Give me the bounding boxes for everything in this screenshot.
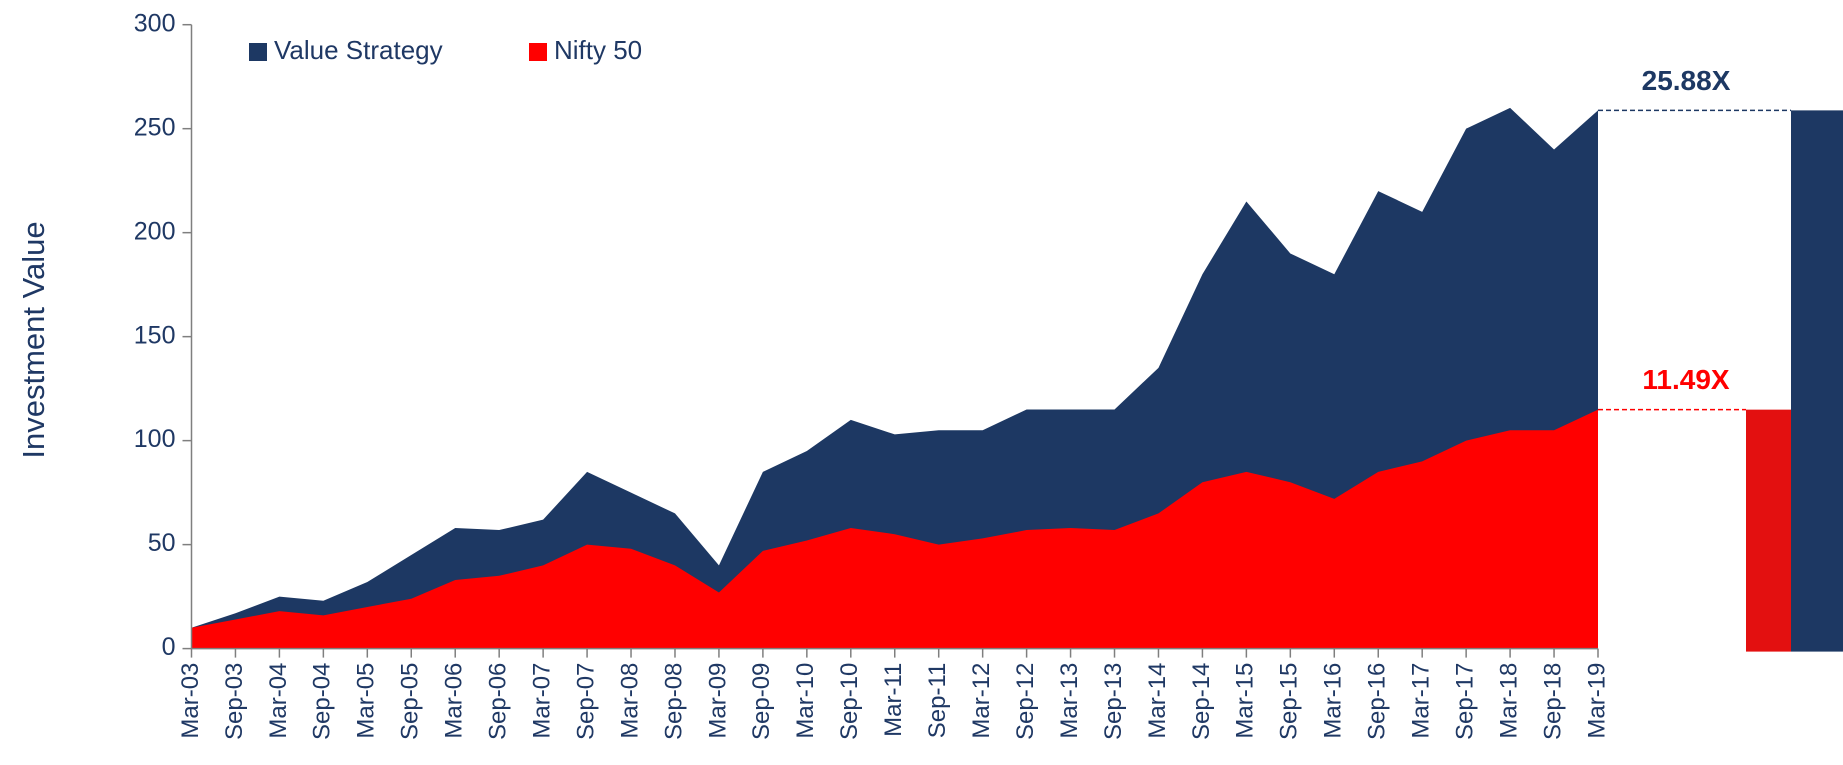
x-tick-label: Sep-03 <box>221 663 248 740</box>
x-tick-label: Mar-03 <box>177 663 204 739</box>
x-tick-label: Sep-15 <box>1276 663 1303 740</box>
legend-label: Value Strategy <box>274 35 443 65</box>
x-tick-label: Mar-08 <box>616 663 643 739</box>
x-tick-label: Mar-12 <box>968 663 995 739</box>
x-tick-label: Sep-13 <box>1100 663 1127 740</box>
annotation: 11.49X <box>1642 364 1730 395</box>
x-tick-label: Mar-13 <box>1056 663 1083 739</box>
x-tick-label: Mar-10 <box>792 663 819 739</box>
x-tick-label: Sep-18 <box>1539 663 1566 740</box>
y-axis-title: Investment Value <box>16 221 51 458</box>
end-bar <box>1746 409 1791 652</box>
x-tick-label: Sep-16 <box>1364 663 1391 740</box>
x-tick-label: Mar-15 <box>1232 663 1259 739</box>
x-tick-label: Sep-17 <box>1451 663 1478 740</box>
x-tick-label: Mar-09 <box>704 663 731 739</box>
x-tick-label: Sep-09 <box>748 663 775 740</box>
legend-swatch <box>529 43 547 61</box>
legend-swatch <box>249 43 267 61</box>
y-tick-label: 100 <box>134 425 176 453</box>
x-tick-label: Sep-08 <box>660 663 687 740</box>
y-tick-label: 200 <box>134 217 176 245</box>
x-tick-label: Mar-19 <box>1583 663 1610 739</box>
x-tick-label: Sep-05 <box>397 663 424 740</box>
x-tick-label: Sep-12 <box>1012 663 1039 740</box>
x-tick-label: Sep-07 <box>572 663 599 740</box>
x-tick-label: Mar-18 <box>1495 663 1522 739</box>
x-tick-label: Mar-14 <box>1144 663 1171 739</box>
x-tick-label: Sep-10 <box>836 663 863 740</box>
annotation: 25.88X <box>1642 65 1731 96</box>
x-tick-label: Sep-11 <box>924 663 951 739</box>
y-tick-label: 150 <box>134 321 176 349</box>
x-tick-label: Sep-06 <box>485 663 512 740</box>
x-tick-label: Mar-07 <box>528 663 555 739</box>
y-tick-label: 300 <box>134 9 176 37</box>
x-tick-label: Mar-16 <box>1320 663 1347 739</box>
x-tick-label: Mar-04 <box>265 663 292 739</box>
y-tick-label: 250 <box>134 113 176 141</box>
x-tick-label: Mar-11 <box>880 663 907 737</box>
legend-label: Nifty 50 <box>554 35 642 65</box>
end-bar <box>1791 110 1843 652</box>
area <box>191 409 1598 649</box>
x-tick-label: Mar-05 <box>353 663 380 739</box>
x-tick-label: Sep-14 <box>1188 663 1215 740</box>
x-tick-label: Mar-17 <box>1408 663 1435 739</box>
y-tick-label: 50 <box>148 529 176 557</box>
x-tick-label: Sep-04 <box>309 663 336 740</box>
y-tick-label: 0 <box>162 633 176 661</box>
x-tick-label: Mar-06 <box>441 663 468 739</box>
